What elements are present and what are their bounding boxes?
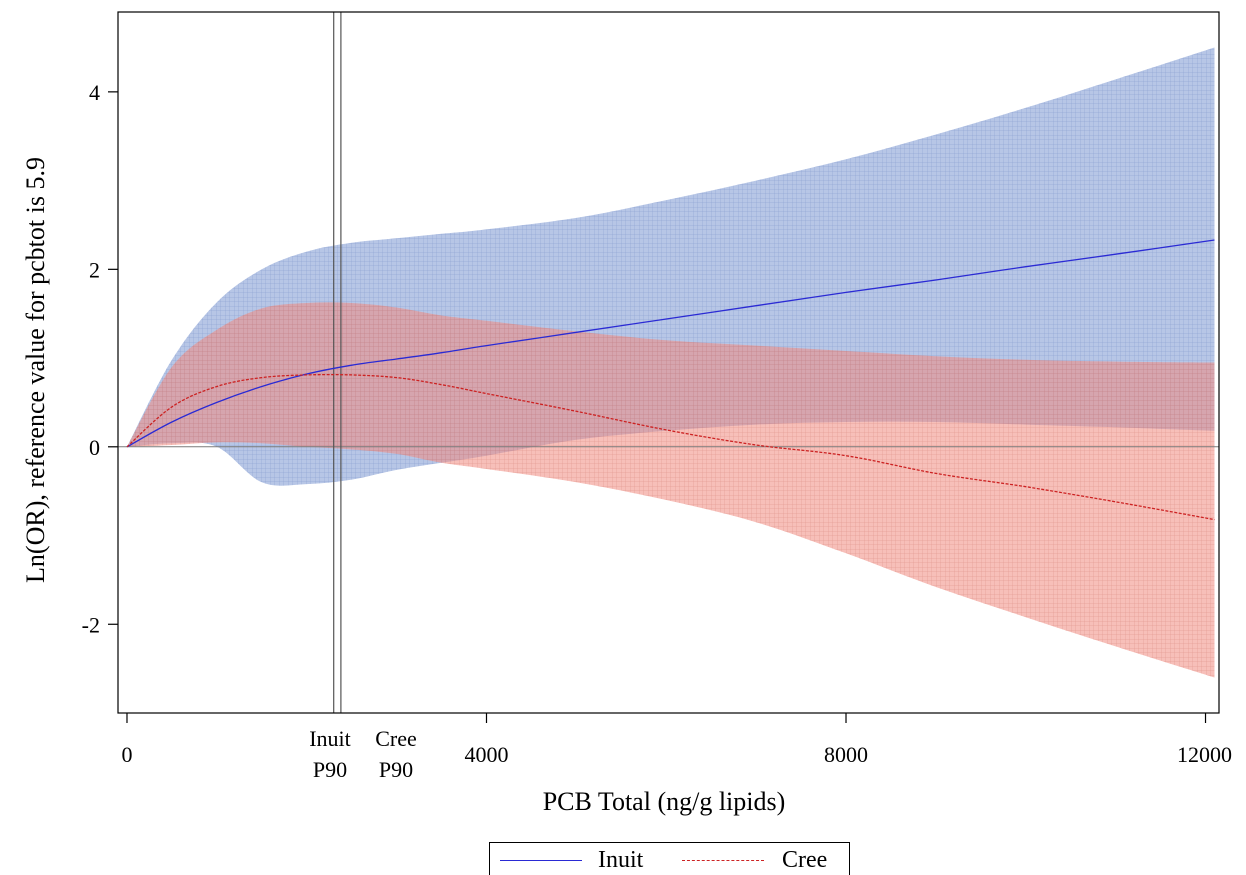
y-axis: -2 0 2 4 — [82, 80, 118, 637]
x-tick-label: 12000 — [1177, 742, 1232, 767]
y-axis-title: Ln(OR), reference value for pcbtot is 5.… — [21, 157, 50, 583]
y-tick-label: -2 — [82, 612, 100, 637]
legend: Inuit Cree — [489, 842, 850, 875]
series-line-inuit — [126, 239, 1215, 448]
series-lines — [126, 239, 1215, 521]
band-hatch-cree — [127, 302, 1215, 678]
x-tick-label: 0 — [121, 742, 132, 767]
plot-frame — [117, 11, 1220, 714]
legend-label-cree: Cree — [782, 847, 828, 873]
legend-swatch-cree — [682, 860, 764, 861]
p90-label-inuit-name: Inuit — [309, 726, 351, 751]
p90-label-cree-pct: P90 — [379, 757, 413, 782]
reference-lines — [118, 12, 1219, 713]
legend-label-inuit: Inuit — [598, 847, 644, 873]
x-tick-label: 8000 — [824, 742, 868, 767]
p90-label-cree-name: Cree — [375, 726, 417, 751]
y-tick-label: 0 — [89, 435, 100, 460]
y-tick-label: 4 — [89, 80, 100, 105]
confidence-bands — [127, 47, 1215, 678]
x-axis-title: PCB Total (ng/g lipids) — [543, 787, 786, 816]
x-tick-label: 4000 — [464, 742, 508, 767]
series-line-cree — [126, 373, 1215, 521]
y-tick-label: 2 — [89, 257, 100, 282]
legend-swatch-inuit — [500, 860, 582, 861]
p90-label-inuit-pct: P90 — [313, 757, 347, 782]
x-axis: 0 4000 8000 12000 Inuit P90 Cree P90 — [121, 713, 1232, 782]
